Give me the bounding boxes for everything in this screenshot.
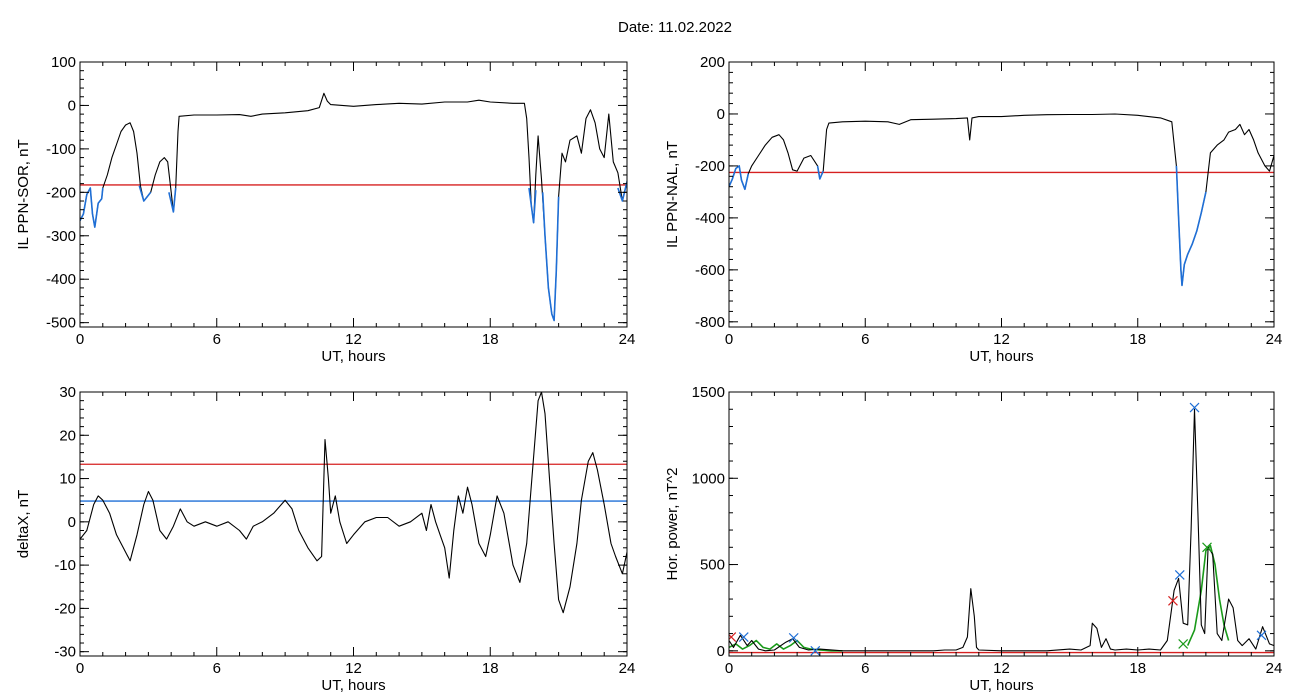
x-tick-label: 24	[619, 331, 636, 348]
x-tick-label: 18	[482, 660, 499, 677]
x-tick-label: 6	[861, 331, 869, 348]
series-line-blue-1	[729, 165, 750, 191]
y-tick-label: 100	[51, 54, 76, 71]
x-tick-label: 6	[861, 660, 869, 677]
series-line-black-2	[729, 408, 1274, 652]
chart-panel-deltax: 0 6 12 18 24 -30 -20 -10 0 10 20 30 UT, hours deltaX,…	[15, 384, 635, 694]
peak-marker	[1189, 402, 1200, 413]
series-group	[729, 402, 1274, 656]
x-tick-label: 24	[619, 660, 636, 677]
series-line-blue-3	[168, 187, 177, 213]
x-tick-label: 0	[725, 331, 733, 348]
y-tick-label: -200	[695, 158, 725, 175]
peak-marker-stroke	[1256, 630, 1267, 641]
series-group	[729, 113, 1274, 287]
series-line-blue-1	[80, 187, 104, 228]
x-tick-label: 12	[345, 331, 362, 348]
y-tick-label: -10	[54, 557, 76, 574]
x-tick-label: 18	[1129, 660, 1146, 677]
y-tick-label: 0	[717, 643, 725, 660]
y-axis-label: deltaX, nT	[15, 490, 32, 558]
y-tick-label: 0	[717, 106, 725, 123]
x-tick-label: 6	[213, 660, 221, 677]
plot-frame	[728, 61, 1275, 328]
x-tick-label: 0	[76, 331, 84, 348]
x-tick-label: 18	[482, 331, 499, 348]
series-line-blue-5	[541, 192, 560, 322]
plot-frame	[79, 391, 628, 657]
y-tick-label: -100	[46, 141, 76, 158]
peak-marker	[1174, 569, 1185, 580]
x-axis-label: UT, hours	[969, 677, 1033, 694]
x-tick-label: 12	[345, 660, 362, 677]
x-tick-label: 6	[213, 331, 221, 348]
peak-marker-stroke	[1168, 595, 1178, 606]
y-axis-label: IL PPN-SOR, nT	[15, 139, 32, 249]
series-line-black-0	[80, 392, 627, 614]
y-tick-label: -200	[46, 184, 76, 201]
x-axis-label: UT, hours	[969, 348, 1033, 365]
y-tick-label: -400	[695, 210, 725, 227]
series-line-blue-4	[528, 187, 537, 224]
series-line-blue-2	[816, 165, 824, 180]
chart-panel-hor-power: 0 6 12 18 24 0 500 1000 1500 UT, hours Hor. power,…	[664, 384, 1282, 694]
series-line-black-0	[729, 113, 1274, 286]
y-tick-label: -500	[46, 315, 76, 332]
y-tick-label: 200	[700, 54, 725, 71]
series-line-blue-2	[138, 185, 152, 202]
chart-panel-il-nal: 0 6 12 18 24 -800 -600 -400 -200 0 200 UT, hours IL …	[664, 54, 1282, 365]
peak-marker	[788, 632, 799, 643]
series-group	[80, 92, 627, 322]
peak-marker-stroke	[810, 645, 821, 656]
peak-marker-stroke	[1174, 569, 1185, 580]
y-tick-label: 1000	[692, 470, 725, 487]
peak-marker-stroke	[738, 632, 749, 642]
peak-marker	[729, 632, 737, 642]
y-tick-label: 20	[59, 427, 76, 444]
y-tick-label: -600	[695, 262, 725, 279]
y-tick-label: -400	[46, 271, 76, 288]
x-tick-label: 24	[1266, 660, 1283, 677]
y-tick-label: -20	[54, 600, 76, 617]
x-tick-label: 12	[993, 331, 1010, 348]
y-axis-label: IL PPN-NAL, nT	[664, 141, 681, 248]
x-tick-label: 0	[76, 660, 84, 677]
x-axis-label: UT, hours	[321, 677, 385, 694]
plot-frame	[728, 391, 1275, 657]
peak-marker	[1256, 630, 1267, 641]
x-tick-label: 0	[725, 660, 733, 677]
plot-frame	[79, 61, 628, 328]
peak-marker	[810, 645, 821, 656]
series-group	[80, 392, 627, 614]
figure-date-title: Date: 11.02.2022	[618, 19, 732, 36]
y-axis-label: Hor. power, nT^2	[664, 468, 681, 581]
series-line-green-1	[1186, 544, 1230, 646]
peak-marker	[1202, 542, 1212, 553]
peak-marker-stroke	[1189, 402, 1200, 413]
peak-marker	[738, 632, 749, 642]
x-tick-label: 12	[993, 660, 1010, 677]
x-tick-label: 18	[1129, 331, 1146, 348]
y-tick-label: 0	[68, 97, 76, 114]
series-line-black-0	[80, 92, 627, 322]
x-axis-label: UT, hours	[321, 348, 385, 365]
peak-marker-stroke	[1202, 542, 1212, 553]
y-tick-label: -30	[54, 644, 76, 661]
y-tick-label: 1500	[692, 384, 725, 401]
peak-marker-stroke	[1178, 638, 1189, 649]
y-tick-label: 10	[59, 471, 76, 488]
y-tick-label: 0	[68, 514, 76, 531]
chart-panel-il-sor: 0 6 12 18 24 -500 -400 -300 -200 -100 0 100 UT, hour…	[15, 54, 635, 365]
y-tick-label: 30	[59, 384, 76, 401]
x-tick-label: 24	[1266, 331, 1283, 348]
peak-marker-stroke	[788, 632, 799, 643]
peak-marker	[1178, 638, 1189, 649]
series-line-blue-3	[1175, 165, 1207, 287]
peak-marker-stroke	[729, 632, 737, 641]
y-tick-label: -800	[695, 314, 725, 331]
y-tick-label: -300	[46, 228, 76, 245]
y-tick-label: 500	[700, 557, 725, 574]
peak-marker	[1168, 595, 1178, 606]
